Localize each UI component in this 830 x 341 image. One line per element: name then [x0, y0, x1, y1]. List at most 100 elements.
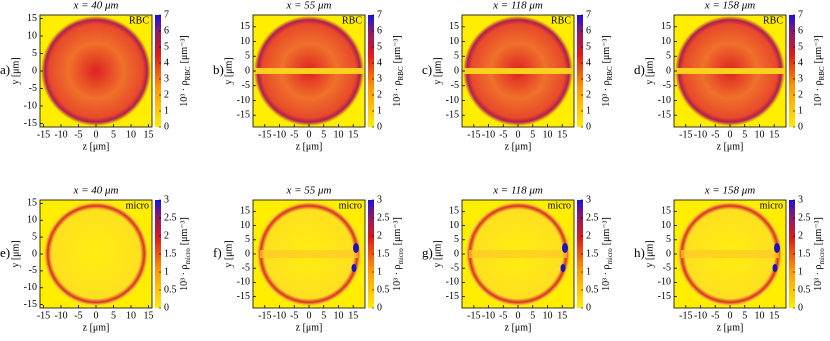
y-tick-label: 15 — [661, 206, 671, 217]
colorbar-tick-label: 0 — [377, 302, 382, 313]
colorbar-tick-label: 2 — [377, 89, 382, 100]
y-tick-label: 15 — [27, 198, 37, 209]
x-tick-label: 5 — [742, 129, 747, 140]
colorbar-tick-label: 0 — [586, 302, 591, 313]
density-spot — [353, 243, 359, 253]
colorbar-tick-label: 1 — [798, 105, 803, 116]
density-gap — [675, 68, 785, 74]
colorbar-tick-label: 4 — [377, 57, 382, 68]
y-axis-label: y [μm] — [432, 57, 443, 84]
colorbar-tick-label: 1.5 — [164, 248, 177, 259]
colorbar-label-base: 10³ · ρ — [813, 80, 824, 106]
colorbar-tick-label: 1.5 — [586, 248, 599, 259]
x-tick-label: 0 — [728, 129, 733, 140]
panel-tag: RBC — [763, 15, 783, 26]
x-tick-label: -5 — [290, 310, 298, 321]
colorbar — [155, 200, 161, 308]
colorbar-tick-label: 3 — [164, 194, 169, 205]
panel-title: x = 118 μm — [492, 0, 543, 12]
x-tick-label: -15 — [467, 310, 480, 321]
density-disk — [41, 16, 151, 126]
colorbar-tick-label: 6 — [586, 25, 591, 36]
x-axis-label: z [μm] — [505, 141, 532, 152]
colorbar-tick-label: 7 — [164, 9, 169, 20]
colorbar-tick-label: 1.5 — [377, 248, 390, 259]
x-tick-label: 10 — [542, 310, 552, 321]
colorbar-label-base: 10³ · ρ — [601, 80, 612, 106]
y-tick-label: -5 — [663, 263, 671, 274]
y-tick-label: -10 — [24, 282, 37, 293]
panel-tag: RBC — [342, 15, 362, 26]
colorbar-tick-label: 2.5 — [586, 212, 599, 223]
y-tick-label: -15 — [24, 299, 37, 310]
colorbar-label-sub: micro — [184, 248, 192, 265]
x-tick-label: -10 — [273, 310, 286, 321]
colorbar-tick-label: 1 — [586, 266, 591, 277]
panel-label: d) — [634, 62, 645, 77]
colorbar-tick-label: 6 — [164, 25, 169, 36]
colorbar-tick-label: 1 — [586, 105, 591, 116]
colorbar-tick-label: 2 — [798, 230, 803, 241]
x-axis-label: z [μm] — [296, 322, 323, 333]
density-spot — [774, 243, 780, 253]
x-tick-label: -15 — [37, 310, 50, 321]
y-tick-label: 10 — [27, 215, 37, 226]
colorbar-tick-label: 5 — [164, 41, 169, 52]
colorbar-label-sub: RBC — [606, 66, 614, 80]
panel-title: x = 158 μm — [704, 0, 756, 12]
y-tick-label: -15 — [24, 118, 37, 129]
x-tick-label: -5 — [74, 310, 82, 321]
density-gap — [254, 68, 364, 74]
colorbar-tick-label: 0 — [586, 121, 591, 132]
colorbar-label: 10³ · ρmicro [μm⁻³] — [601, 217, 613, 291]
y-axis-label: y [μm] — [644, 240, 655, 267]
x-tick-label: 0 — [94, 129, 99, 140]
density-spot — [562, 243, 568, 253]
colorbar-label-base: 10³ · ρ — [813, 265, 824, 291]
y-tick-label: -10 — [24, 100, 37, 111]
y-tick-label: 0 — [245, 65, 250, 76]
colorbar-tick-label: 5 — [377, 41, 382, 52]
y-tick-label: -10 — [658, 95, 671, 106]
x-tick-label: -10 — [54, 310, 67, 321]
colorbar-label-base: 10³ · ρ — [601, 265, 612, 291]
y-axis-label: y [μm] — [223, 57, 234, 84]
density-band — [681, 250, 779, 258]
colorbar — [789, 200, 795, 308]
y-tick-label: 5 — [32, 231, 37, 242]
y-tick-label: 5 — [245, 51, 250, 62]
colorbar — [155, 15, 161, 127]
y-tick-label: -15 — [446, 110, 459, 121]
colorbar — [368, 15, 374, 127]
y-axis-label: y [μm] — [10, 57, 21, 84]
y-tick-label: 0 — [666, 248, 671, 259]
colorbar-tick-label: 4 — [798, 57, 803, 68]
panel-tag: micro — [760, 200, 783, 211]
colorbar — [789, 15, 795, 127]
y-tick-label: -10 — [237, 277, 250, 288]
x-tick-label: -15 — [467, 129, 480, 140]
colorbar-tick-label: 2.5 — [164, 212, 177, 223]
x-tick-label: -15 — [258, 310, 271, 321]
colorbar-label-base: 10³ · ρ — [179, 265, 190, 291]
colorbar-label-sub: RBC — [184, 66, 192, 80]
y-tick-label: 15 — [661, 21, 671, 32]
x-tick-label: -5 — [711, 310, 719, 321]
y-tick-label: -10 — [446, 95, 459, 106]
colorbar-tick-label: 3 — [377, 73, 382, 84]
colorbar-label-unit: [μm⁻³] — [179, 35, 190, 63]
colorbar-tick-label: 2 — [798, 89, 803, 100]
y-tick-label: 5 — [666, 234, 671, 245]
y-tick-label: 15 — [449, 206, 459, 217]
x-tick-label: 15 — [144, 129, 154, 140]
x-axis-label: z [μm] — [83, 322, 110, 333]
colorbar-tick-label: 1 — [798, 266, 803, 277]
y-axis-label: y [μm] — [10, 240, 21, 267]
x-tick-label: -5 — [711, 129, 719, 140]
x-tick-label: 0 — [516, 129, 521, 140]
colorbar-tick-label: 3 — [586, 194, 591, 205]
colorbar-tick-label: 1 — [164, 266, 169, 277]
y-tick-label: 15 — [449, 21, 459, 32]
x-axis-label: z [μm] — [717, 141, 744, 152]
colorbar-tick-label: 0 — [798, 121, 803, 132]
